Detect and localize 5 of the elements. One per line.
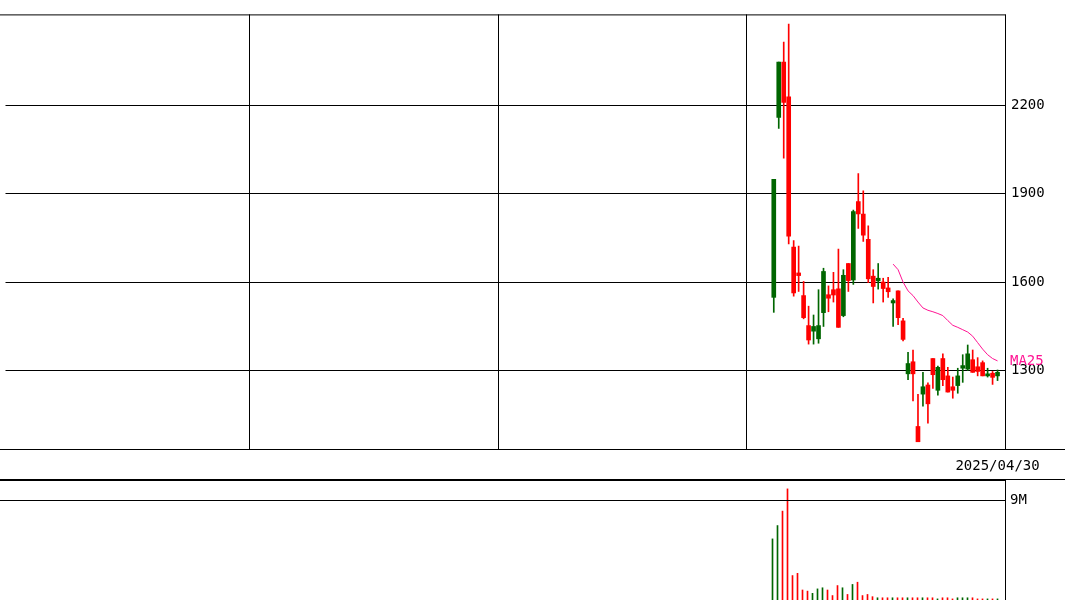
y-tick-label: 2200 xyxy=(1011,96,1045,113)
y-tick-label: 1900 xyxy=(1011,184,1045,201)
x-tick-label: 2025/04/30 xyxy=(955,457,1040,474)
y-tick-label: 1600 xyxy=(1011,272,1045,289)
ref-line-label: 9M xyxy=(1010,491,1027,508)
